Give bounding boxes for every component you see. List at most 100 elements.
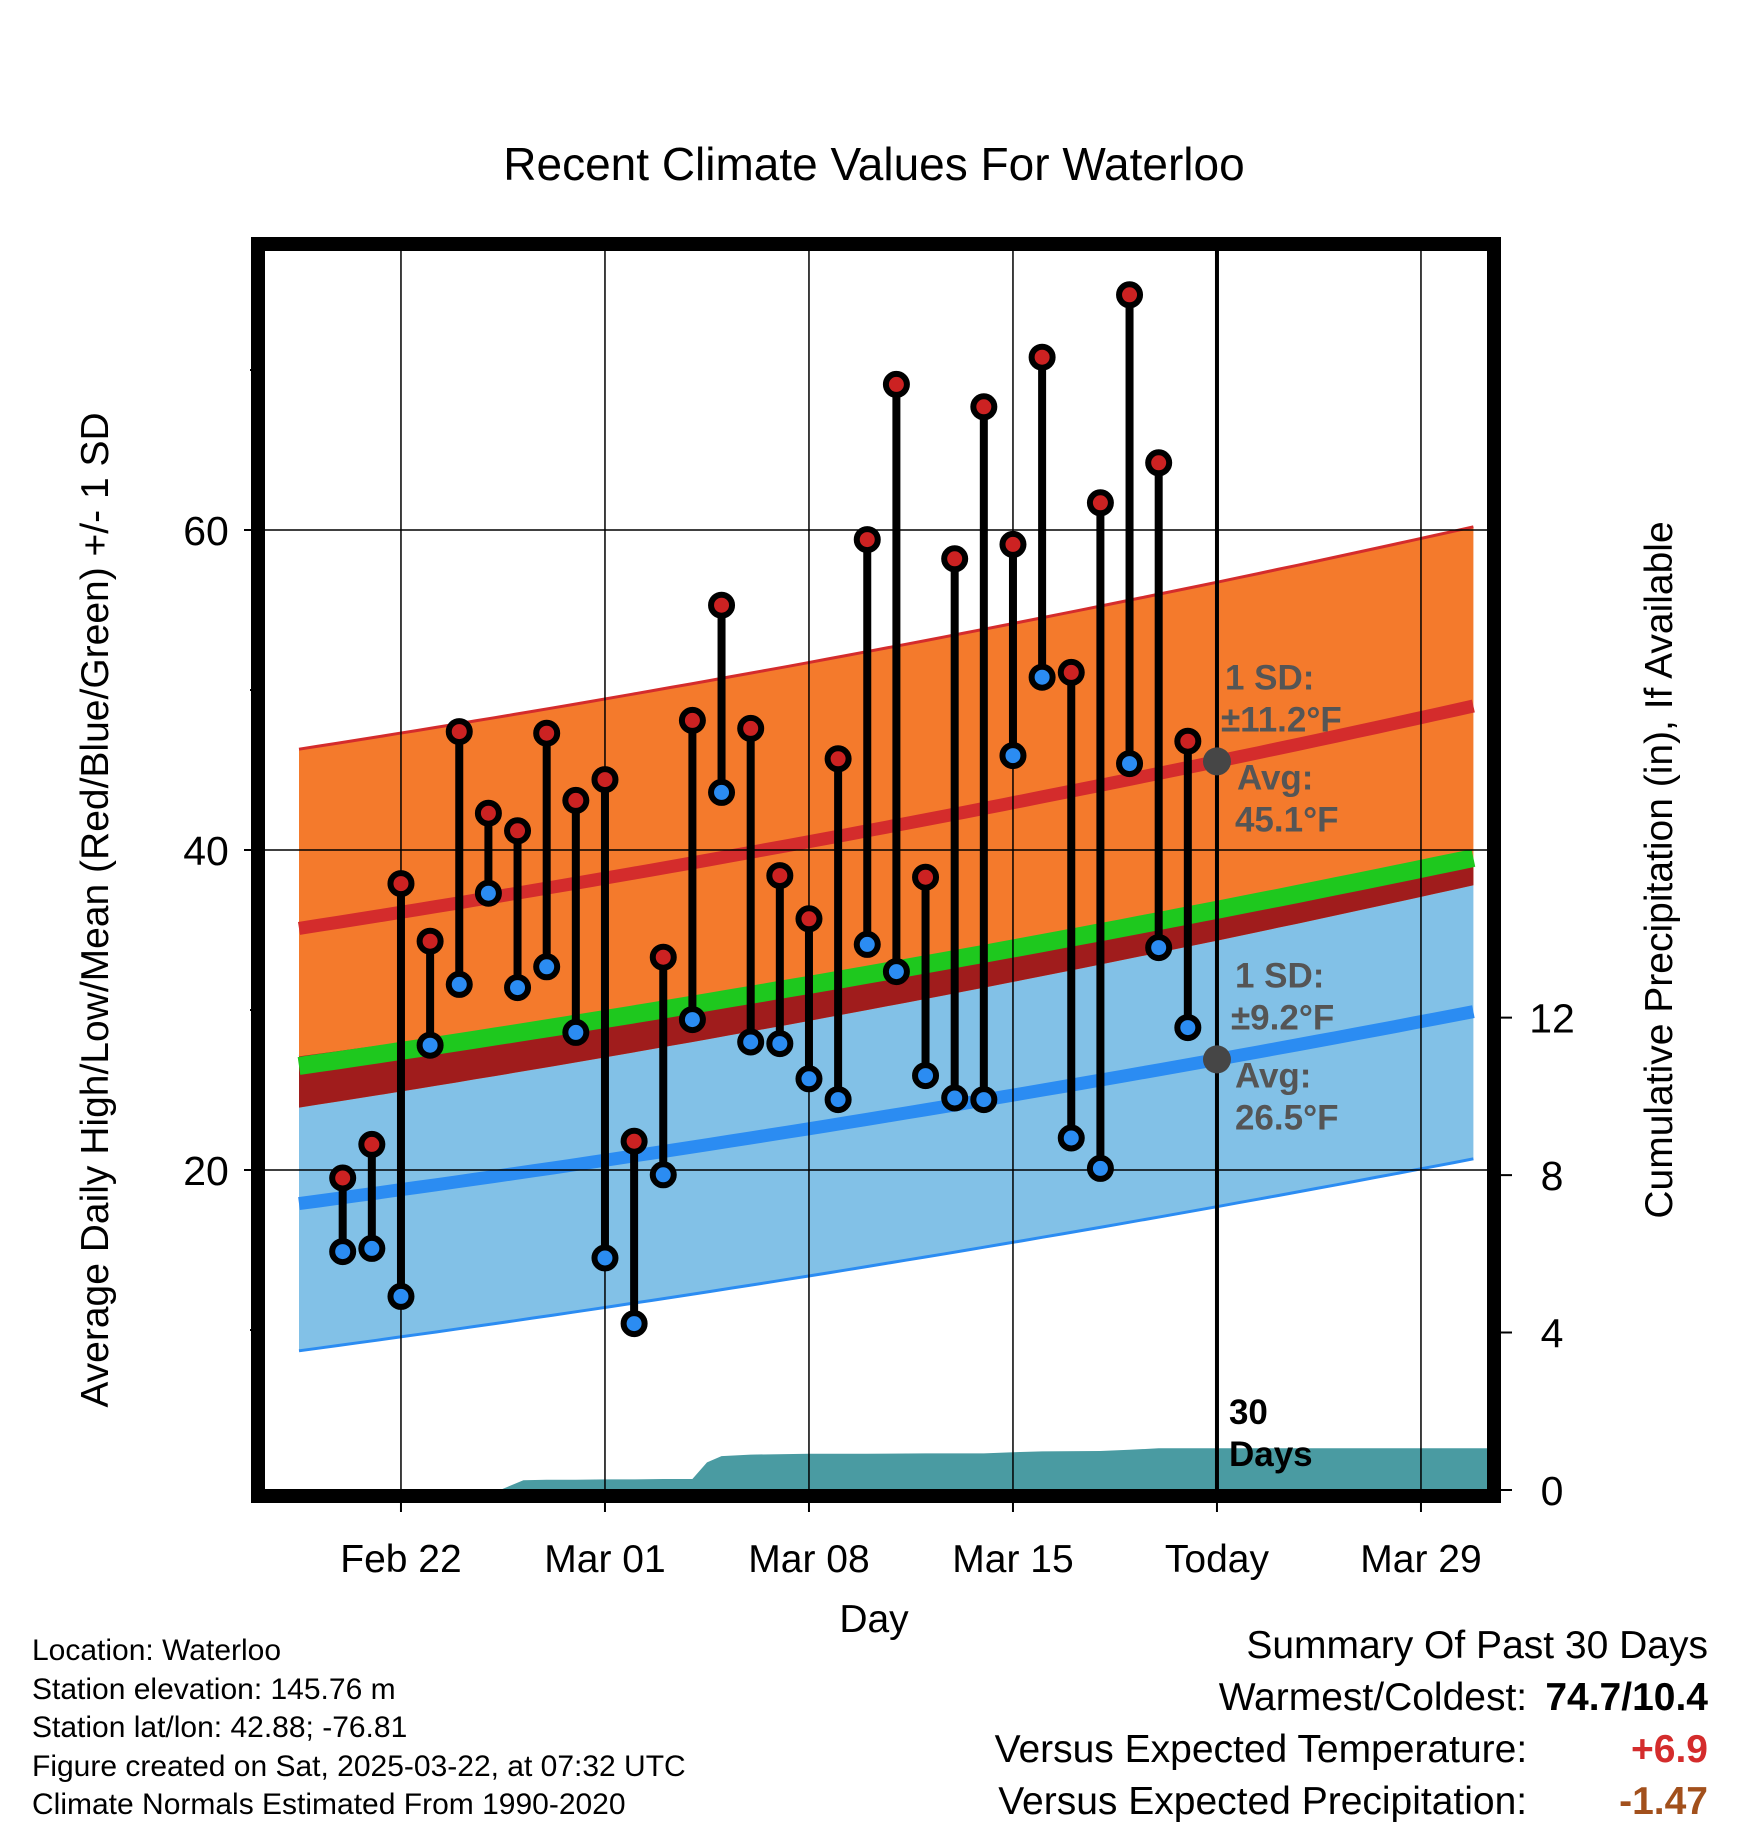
- daily-high-point-25: [1057, 658, 1085, 686]
- daily-high-point-28: [1145, 449, 1173, 477]
- high-sd-upper-line: [298, 525, 1474, 751]
- summary-warmest-value: 74.7/10.4: [1545, 1676, 1708, 1719]
- daily-high-point-4: [445, 718, 473, 746]
- daily-low-point-6: [504, 974, 532, 1002]
- daily-low-point-26: [1086, 1154, 1114, 1182]
- daily-high-point-16: [795, 905, 823, 933]
- daily-low-point-12: [678, 1006, 706, 1034]
- daily-low-point-2: [387, 1282, 415, 1310]
- low-avg-line: [298, 1005, 1475, 1211]
- y-tick-label-0: 20: [183, 1148, 229, 1194]
- daily-high-point-10: [620, 1127, 648, 1155]
- summary-temp-value: +6.9: [1631, 1728, 1708, 1771]
- station-info: Location: Waterloo Station elevation: 14…: [32, 1632, 686, 1825]
- daily-high-point-17: [824, 745, 852, 773]
- daily-high-point-6: [504, 817, 532, 845]
- high-sd-label: 1 SD:: [1225, 658, 1314, 697]
- chart-title: Recent Climate Values For Waterloo: [503, 138, 1244, 190]
- x-tick-label-4: Today: [1165, 1538, 1270, 1581]
- plot-inner: [264, 250, 1488, 1490]
- low-avg-value: 26.5°F: [1235, 1098, 1339, 1137]
- summary-precip-value: -1.47: [1619, 1780, 1708, 1823]
- daily-high-point-0: [329, 1164, 357, 1192]
- y2-tick-label-0: 0: [1541, 1468, 1564, 1514]
- daily-high-point-7: [533, 719, 561, 747]
- daily-low-point-20: [912, 1062, 940, 1090]
- y2-tick-label-2: 8: [1541, 1153, 1564, 1199]
- summary-precip-label: Versus Expected Precipitation:: [998, 1780, 1528, 1823]
- daily-low-point-18: [853, 930, 881, 958]
- y-tick-label-1: 40: [183, 828, 229, 874]
- daily-low-point-25: [1057, 1124, 1085, 1152]
- daily-low-point-23: [999, 742, 1027, 770]
- daily-low-point-29: [1174, 1014, 1202, 1042]
- daily-high-point-29: [1174, 727, 1202, 755]
- daily-low-point-16: [795, 1065, 823, 1093]
- low-sd-value: ±9.2°F: [1231, 998, 1334, 1037]
- daily-high-point-23: [999, 530, 1027, 558]
- daily-low-point-22: [970, 1086, 998, 1114]
- low-sd-label: 1 SD:: [1235, 956, 1324, 995]
- high-avg-value: 45.1°F: [1235, 800, 1339, 839]
- daily-low-point-9: [591, 1244, 619, 1272]
- summary-temp-label: Versus Expected Temperature:: [994, 1728, 1528, 1771]
- daily-low-point-13: [708, 778, 736, 806]
- daily-high-point-11: [649, 943, 677, 971]
- daily-high-point-20: [912, 863, 940, 891]
- normals-text: Climate Normals Estimated From 1990-2020: [32, 1788, 626, 1821]
- daily-low-point-11: [649, 1161, 677, 1189]
- daily-low-point-19: [882, 958, 910, 986]
- daily-low-point-15: [766, 1030, 794, 1058]
- period-label-number: 30: [1229, 1393, 1268, 1432]
- daily-low-point-8: [562, 1018, 590, 1046]
- daily-high-point-15: [766, 862, 794, 890]
- y-tick-label-2: 60: [183, 508, 229, 554]
- y2-tick-label-3: 12: [1529, 996, 1575, 1042]
- today-high-avg-marker: [1202, 747, 1231, 776]
- summary-title: Summary Of Past 30 Days: [1246, 1624, 1708, 1667]
- plot-frame: [251, 237, 1501, 1503]
- daily-high-point-26: [1086, 489, 1114, 517]
- daily-low-point-21: [941, 1084, 969, 1112]
- x-tick-label-5: Mar 29: [1360, 1538, 1481, 1581]
- daily-low-point-4: [445, 970, 473, 998]
- daily-high-point-2: [387, 870, 415, 898]
- daily-low-point-7: [533, 953, 561, 981]
- summary-warmest-row: Warmest/Coldest: 74.7/10.4: [995, 1672, 1708, 1724]
- daily-high-point-1: [358, 1130, 386, 1158]
- latlon-text: Station lat/lon: 42.88; -76.81: [32, 1711, 408, 1744]
- summary-warmest-label: Warmest/Coldest:: [1218, 1676, 1528, 1719]
- daily-high-point-21: [941, 545, 969, 573]
- daily-high-point-12: [678, 706, 706, 734]
- daily-low-point-24: [1028, 663, 1056, 691]
- daily-low-point-0: [329, 1238, 357, 1266]
- daily-low-point-27: [1116, 750, 1144, 778]
- daily-low-point-10: [620, 1310, 648, 1338]
- low-sd-lower-line: [298, 1157, 1474, 1353]
- low-avg-label: Avg:: [1235, 1056, 1311, 1095]
- daily-high-point-27: [1116, 281, 1144, 309]
- daily-high-point-5: [474, 799, 502, 827]
- summary-panel: Summary Of Past 30 Days Warmest/Coldest:…: [995, 1620, 1708, 1828]
- low-sd-band: [299, 864, 1474, 1351]
- x-tick-label-0: Feb 22: [340, 1538, 461, 1581]
- high-sd-band: [299, 526, 1474, 1108]
- daily-low-point-17: [824, 1086, 852, 1114]
- daily-high-point-24: [1028, 343, 1056, 371]
- daily-low-point-14: [737, 1028, 765, 1056]
- daily-low-point-5: [474, 879, 502, 907]
- x-tick-label-3: Mar 15: [952, 1538, 1073, 1581]
- y2-tick-label-1: 4: [1541, 1311, 1564, 1357]
- created-text: Figure created on Sat, 2025-03-22, at 07…: [32, 1749, 686, 1783]
- daily-high-point-9: [591, 766, 619, 794]
- elevation-text: Station elevation: 145.76 m: [32, 1672, 396, 1706]
- precip-area: [500, 1448, 1488, 1490]
- daily-high-point-19: [882, 370, 910, 398]
- daily-high-point-8: [562, 786, 590, 814]
- summary-precip-row: Versus Expected Precipitation: -1.47: [995, 1776, 1708, 1828]
- today-low-avg-marker: [1202, 1045, 1231, 1074]
- location-text: Location: Waterloo: [32, 1634, 282, 1667]
- x-tick-label-1: Mar 01: [544, 1538, 665, 1581]
